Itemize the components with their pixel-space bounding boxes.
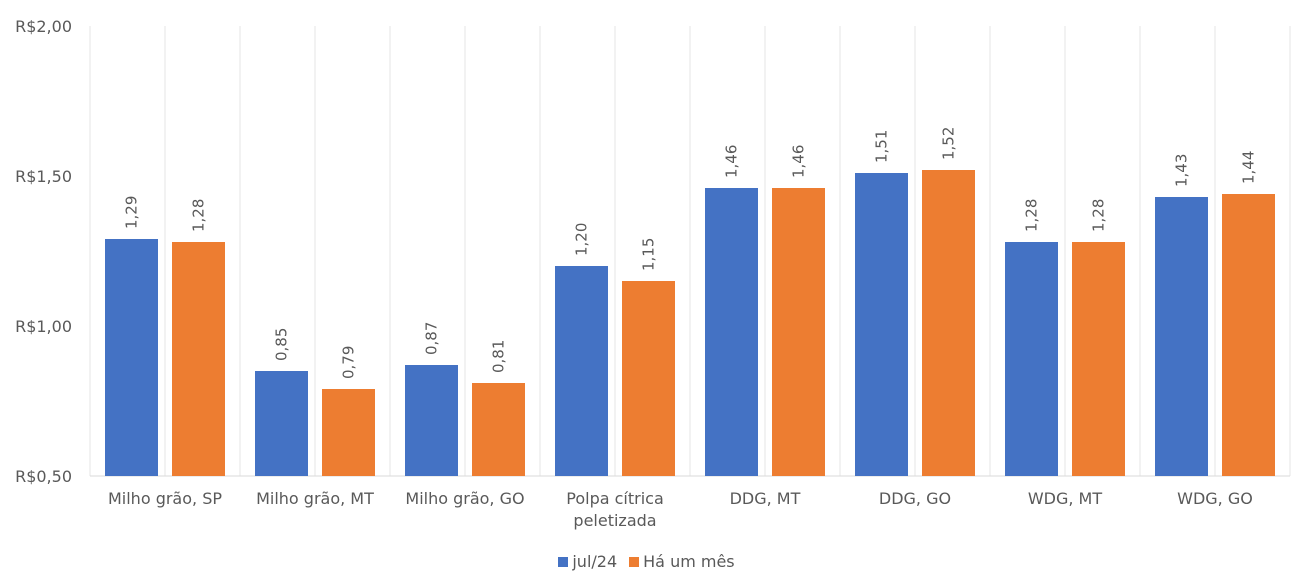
- data-label: 1,28: [1090, 199, 1108, 232]
- bar-series-2: [622, 281, 675, 476]
- bar-series-1: [405, 365, 458, 476]
- y-tick-label: R$2,00: [15, 17, 72, 36]
- bar-series-2: [472, 383, 525, 476]
- bar-series-1: [705, 188, 758, 476]
- x-tick-label: Milho grão, MT: [256, 489, 374, 508]
- y-tick-label: R$0,50: [15, 467, 72, 486]
- data-label: 0,85: [273, 328, 291, 361]
- bar-series-1: [1155, 197, 1208, 476]
- x-tick-label: peletizada: [573, 511, 656, 530]
- x-tick-label: DDG, MT: [730, 489, 801, 508]
- legend-label-series-2: Há um mês: [643, 552, 735, 571]
- bar-series-2: [1072, 242, 1125, 476]
- bar-series-1: [1005, 242, 1058, 476]
- data-label: 1,28: [190, 199, 208, 232]
- data-label: 0,81: [490, 340, 508, 373]
- x-tick-label: WDG, GO: [1177, 489, 1253, 508]
- x-tick-label: Polpa cítrica: [566, 489, 664, 508]
- data-label: 1,46: [723, 145, 741, 178]
- x-tick-label: Milho grão, SP: [108, 489, 222, 508]
- data-label: 1,29: [123, 196, 141, 229]
- x-tick-label: WDG, MT: [1028, 489, 1103, 508]
- bar-series-2: [922, 170, 975, 476]
- data-label: 1,28: [1023, 199, 1041, 232]
- bar-series-2: [772, 188, 825, 476]
- data-label: 1,43: [1173, 154, 1191, 187]
- legend-item-series-2: Há um mês: [629, 552, 735, 571]
- legend: jul/24 Há um mês: [0, 552, 1293, 571]
- bar-series-1: [255, 371, 308, 476]
- data-label: 0,79: [340, 346, 358, 379]
- bar-series-1: [855, 173, 908, 476]
- bar-series-2: [322, 389, 375, 476]
- bar-series-2: [1222, 194, 1275, 476]
- legend-swatch-series-1: [558, 556, 569, 567]
- bar-series-1: [555, 266, 608, 476]
- y-tick-label: R$1,00: [15, 317, 72, 336]
- x-tick-label: Milho grão, GO: [405, 489, 524, 508]
- legend-swatch-series-2: [629, 556, 640, 567]
- x-tick-label: DDG, GO: [879, 489, 951, 508]
- bar-series-2: [172, 242, 225, 476]
- data-label: 1,52: [940, 127, 958, 160]
- bar-chart: R$0,50 R$1,00 R$1,50 R$2,00 1,29 1,28 Milho gr…: [15, 17, 1291, 530]
- data-label: 1,44: [1240, 151, 1258, 184]
- data-label: 1,46: [790, 145, 808, 178]
- legend-label-series-1: jul/24: [572, 552, 618, 571]
- data-label: 0,87: [423, 322, 441, 355]
- data-label: 1,15: [640, 238, 658, 271]
- y-tick-label: R$1,50: [15, 167, 72, 186]
- data-label: 1,51: [873, 130, 891, 163]
- data-label: 1,20: [573, 223, 591, 256]
- bar-series-1: [105, 239, 158, 476]
- legend-item-series-1: jul/24: [558, 552, 617, 571]
